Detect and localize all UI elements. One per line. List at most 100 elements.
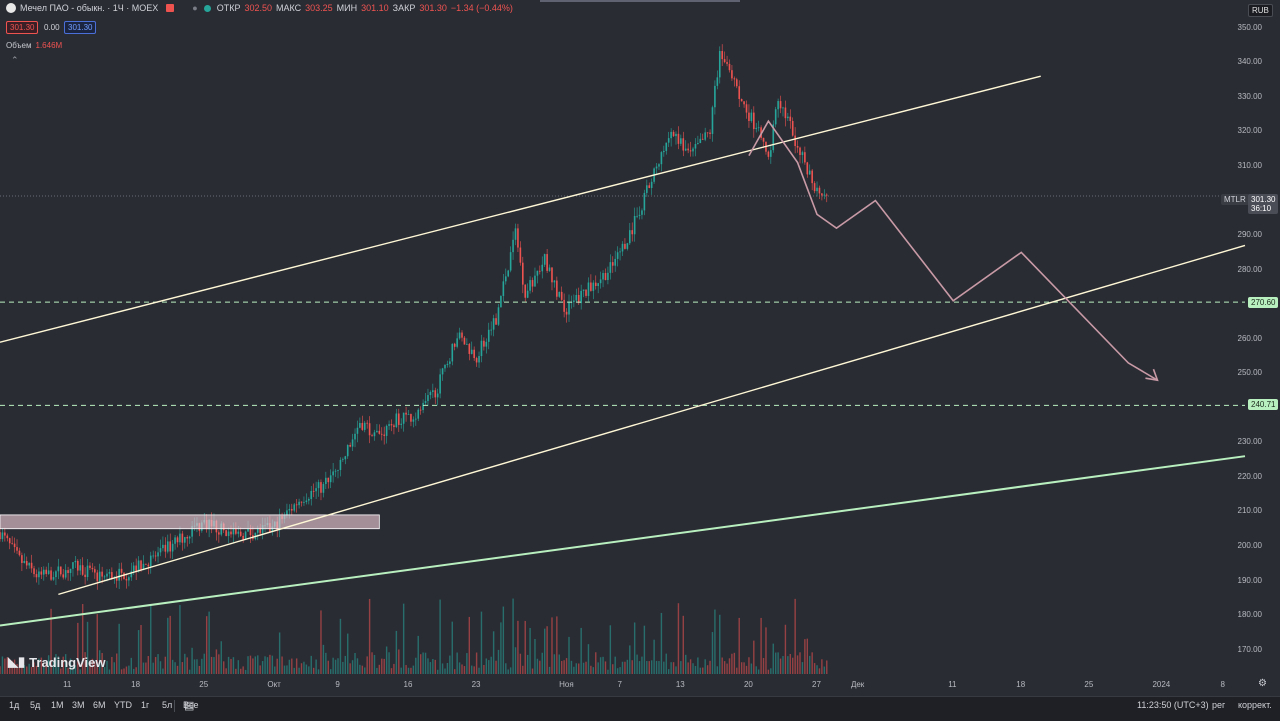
symbol-title[interactable]: Мечел ПАО - обыкн. · 1Ч · MOEX [20,3,159,13]
volume-bar [247,656,249,674]
volume-bar [205,616,208,674]
candle [371,435,373,437]
candle [748,112,750,122]
candle [709,132,711,134]
date-range-icon[interactable]: ▤ [184,700,195,712]
volume-bar [650,660,653,674]
tradingview-logo[interactable]: ◣▮ TradingView [8,654,106,670]
candle [132,565,135,572]
volume-bar [753,640,755,674]
volume-bar [47,655,50,674]
volume-bar [244,669,247,674]
candle [441,368,444,375]
range-button[interactable]: 1г [141,700,150,710]
volume-bar [522,665,524,674]
range-button[interactable]: 5д [30,700,41,710]
candle [4,532,6,536]
candle [91,567,94,570]
candle [120,568,123,573]
volume-bar [719,614,721,674]
y-tick-label: 280.00 [1237,264,1262,274]
candle [232,529,235,535]
volume-bar [227,656,230,674]
volume-bar [509,667,512,674]
support-line [0,455,1246,627]
buy-button[interactable]: 301.30 [64,21,97,34]
range-button[interactable]: YTD [114,700,132,710]
candle [670,131,672,139]
volume-bar [45,662,47,674]
candle [329,475,332,483]
volume-bar [174,662,176,674]
clock-time[interactable]: 11:23:50 (UTC+3) [1137,700,1209,710]
candle [115,577,118,581]
volume-bar [514,647,517,674]
volume-bar [223,661,225,674]
volume-bar [748,657,750,674]
candle [342,459,344,461]
range-button[interactable]: 1М [51,700,64,710]
collapse-legend-icon[interactable]: ⌃ [11,55,19,65]
volume-bar [402,603,405,674]
candle [779,101,782,109]
currency-badge[interactable]: RUB [1248,4,1273,17]
volume-bar [62,656,64,674]
candle [320,482,322,493]
sell-button[interactable]: 301.30 [6,21,39,34]
volume-bar [784,624,787,674]
x-tick-label: Дек [850,680,865,689]
candle [733,78,736,80]
candle [573,300,575,303]
range-button[interactable]: 3М [72,700,85,710]
volume-bar [103,667,106,674]
range-button[interactable]: 1д [9,700,20,710]
x-tick-label: 20 [743,680,753,689]
range-button[interactable]: 5л [162,700,173,710]
volume-bar [366,656,368,674]
volume-bar [539,660,541,674]
candle [422,402,424,411]
price-chart[interactable] [0,0,1280,696]
candle [446,363,449,365]
candle [145,563,147,565]
session-mode-button[interactable]: рег [1212,700,1226,710]
volume-bar [254,656,257,674]
candle [791,120,794,136]
candle [50,570,52,580]
range-button[interactable]: 6М [93,700,106,710]
volume-bar [787,656,789,674]
x-tick-label: 11 [948,680,957,689]
volume-bar [259,665,261,674]
candle [825,194,828,196]
volume-bar [570,660,573,674]
volume-bar [208,611,210,674]
volume-bar [91,658,94,674]
candle [585,289,587,296]
candle [434,390,437,398]
volume-bar [641,656,643,674]
adjust-button[interactable]: коррект. [1238,700,1272,710]
toolbar-divider [174,700,175,712]
volume-bar [347,633,349,674]
volume-bar [436,669,439,674]
candle [799,147,801,155]
volume-bar [11,660,13,674]
volume-bar [281,656,283,674]
volume-bar [587,644,590,674]
candle [174,537,176,544]
volume-bar [738,617,740,674]
candle [312,490,315,492]
candle [130,571,133,578]
tradingview-icon: ◣▮ [8,654,26,669]
volume-bar [322,644,325,674]
candle [483,340,485,347]
candle [152,555,154,557]
scale-settings-icon[interactable]: ⚙ [1258,678,1267,689]
volume-bar [191,647,193,674]
candle [111,572,113,579]
volume-bar [89,662,91,674]
high-label: МАКС [275,3,302,13]
candle [745,104,748,113]
eye-icon[interactable]: ● [192,3,198,13]
range-button[interactable]: Все [183,700,199,710]
